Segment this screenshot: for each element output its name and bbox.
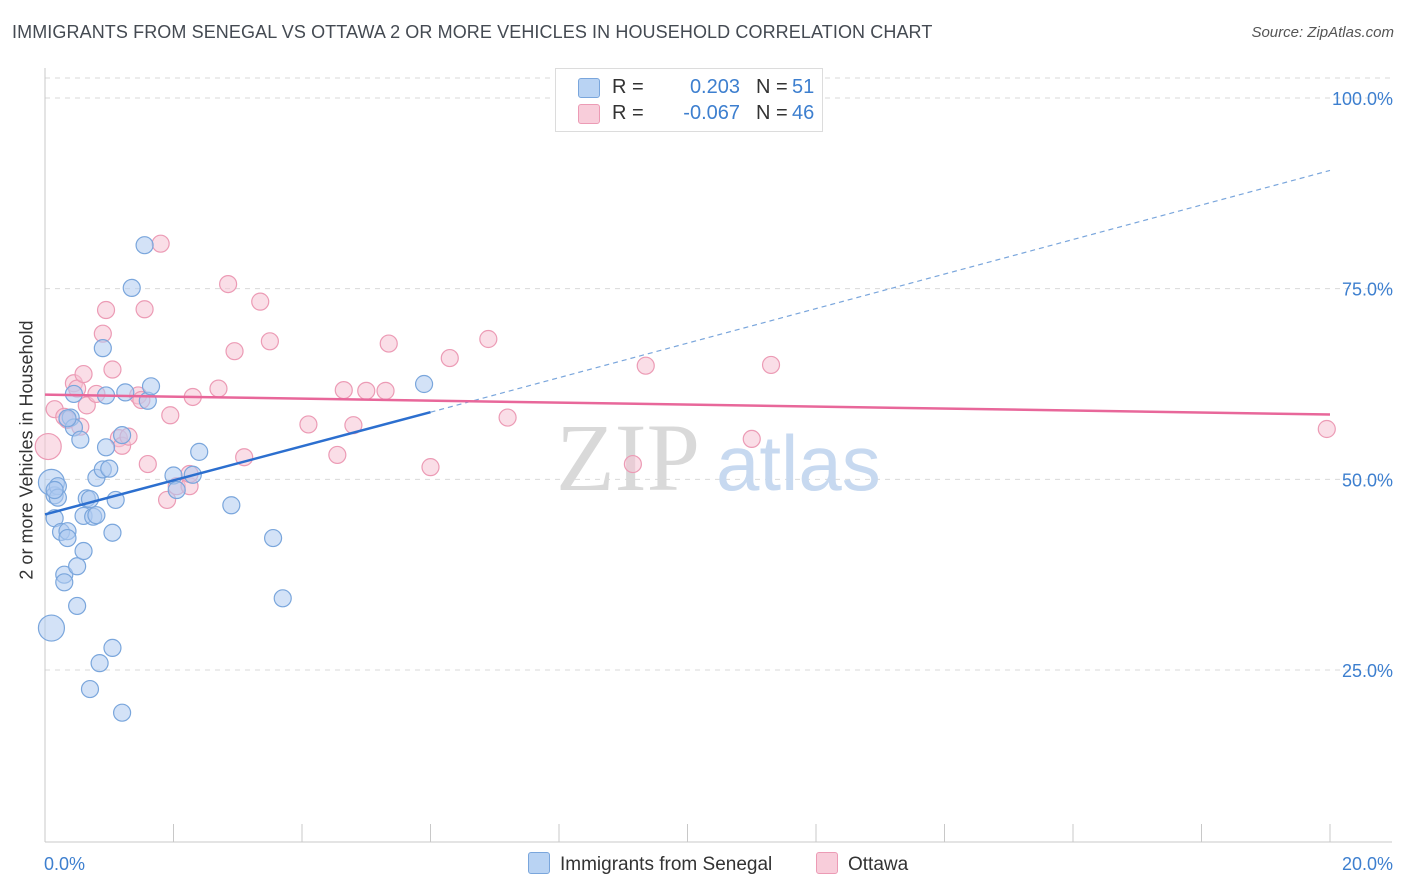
legend-n-value: 46 [792, 102, 815, 124]
x-tick-label: 20.0% [1342, 854, 1393, 874]
legend-n-label: N = [756, 102, 788, 124]
ottawa-point [251, 292, 270, 311]
legend-r-label: R = [612, 76, 644, 98]
y-tick-label: 25.0% [1342, 661, 1393, 681]
ottawa-point [161, 406, 180, 425]
ottawa-point [225, 342, 244, 361]
y-tick-label: 100.0% [1332, 89, 1393, 109]
legend-item-ottawa: Ottawa [816, 852, 908, 876]
ottawa-point [103, 360, 122, 379]
senegal-point [116, 383, 135, 402]
senegal-point [167, 480, 186, 500]
senegal-point [112, 425, 132, 445]
ottawa-point [1317, 419, 1336, 439]
senegal-point [71, 430, 90, 449]
series-legend: Immigrants from Senegal Ottawa [0, 850, 1406, 880]
senegal-point [263, 528, 283, 548]
ottawa-point [260, 332, 279, 351]
ottawa-point [209, 379, 228, 398]
ottawa-point [761, 355, 781, 375]
ottawa-point [636, 356, 655, 375]
y-axis-label: 2 or more Vehicles in Household [16, 320, 37, 580]
ottawa-point [74, 364, 93, 384]
senegal-point [87, 506, 106, 525]
legend-r-value: 0.203 [689, 76, 740, 98]
senegal-point [96, 438, 116, 457]
senegal-point [45, 480, 64, 500]
senegal-point [68, 557, 87, 576]
x-tick-label: 0.0% [44, 854, 85, 874]
ottawa-point [34, 432, 62, 461]
senegal-point [273, 589, 292, 608]
senegal-point [55, 573, 74, 592]
ottawa-point [151, 234, 170, 253]
legend-swatch-ottawa [816, 852, 838, 874]
senegal-point [37, 614, 66, 642]
legend-r-value: -0.067 [683, 102, 740, 124]
senegal-point [58, 528, 77, 548]
senegal-point [141, 377, 161, 396]
senegal-point [90, 654, 109, 673]
y-tick-label: 75.0% [1342, 280, 1393, 300]
y-axis-label-wrap: 2 or more Vehicles in Household [12, 300, 42, 600]
senegal-point [103, 523, 122, 542]
ottawa-point [138, 454, 157, 474]
senegal-point [135, 236, 154, 255]
legend-n-label: N = [756, 76, 788, 98]
legend-r-label: R = [612, 102, 644, 124]
watermark: ZIP atlas [556, 404, 881, 511]
ottawa-point [498, 408, 517, 427]
legend-label-ottawa: Ottawa [848, 854, 909, 875]
senegal-point [93, 339, 112, 358]
senegal-point [190, 442, 209, 461]
source-label: Source: ZipAtlas.com [1251, 24, 1394, 41]
senegal-point [58, 409, 77, 428]
senegal-point [222, 496, 241, 515]
ottawa-point [421, 458, 440, 477]
legend-label-senegal: Immigrants from Senegal [560, 854, 773, 875]
ottawa-point [357, 381, 376, 400]
ottawa-point [96, 300, 116, 320]
ottawa-point [376, 381, 395, 400]
trendline-senegal [44, 411, 431, 516]
trendline-ottawa [44, 393, 1331, 416]
senegal-point [112, 703, 132, 722]
chart-title: IMMIGRANTS FROM SENEGAL VS OTTAWA 2 OR M… [12, 22, 933, 42]
ottawa-point [334, 381, 353, 400]
ottawa-point [379, 334, 398, 353]
senegal-point [68, 596, 87, 616]
ottawa-point [299, 415, 318, 434]
correlation-legend: R = 0.203 N = 51 R = -0.067 N = 46 [555, 68, 823, 132]
senegal-point [100, 459, 119, 478]
senegal-point [122, 278, 141, 298]
ottawa-point [135, 300, 154, 319]
tick-labels: 100.0% 75.0% 50.0% 25.0% 0.0% 20.0% [44, 89, 1393, 874]
ottawa-point [219, 274, 238, 294]
trendline-senegal-extension [430, 169, 1331, 413]
ottawa-point [328, 445, 347, 465]
y-tick-label: 50.0% [1342, 470, 1393, 490]
ottawa-point [479, 329, 498, 349]
legend-n-value: 51 [792, 76, 815, 98]
ottawa-point [742, 429, 761, 449]
senegal-point [103, 638, 122, 657]
legend-swatch-senegal [528, 852, 550, 874]
grid-lines [45, 77, 1392, 671]
senegal-point [80, 679, 100, 699]
senegal-point [414, 374, 434, 394]
legend-swatch-senegal [578, 78, 600, 98]
watermark-atlas: atlas [716, 419, 881, 507]
legend-item-senegal: Immigrants from Senegal [528, 852, 772, 876]
ottawa-point [440, 348, 459, 368]
trendlines [44, 169, 1331, 516]
ottawa-point [623, 454, 642, 474]
senegal-point [74, 541, 93, 561]
legend-swatch-ottawa [578, 104, 600, 124]
